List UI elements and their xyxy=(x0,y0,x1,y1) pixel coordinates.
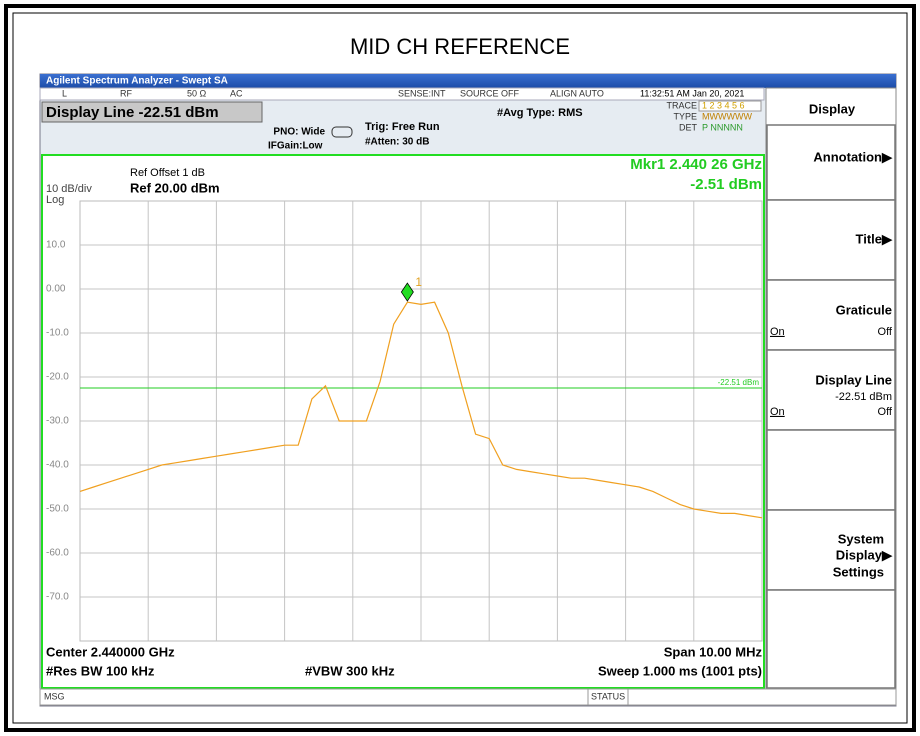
y-tick-label: -30.0 xyxy=(46,416,69,427)
trace-label: TRACE xyxy=(666,100,697,110)
status-source: SOURCE OFF xyxy=(460,88,520,98)
y-tick-label: -20.0 xyxy=(46,372,69,383)
center-freq: Center 2.440000 GHz xyxy=(46,644,175,659)
softkey-label: Graticule xyxy=(836,302,892,317)
avg-type: #Avg Type: RMS xyxy=(497,107,583,119)
window-title: Agilent Spectrum Analyzer - Swept SA xyxy=(46,76,228,87)
msg: MSG xyxy=(44,691,65,701)
ref-level: Ref 20.00 dBm xyxy=(130,180,220,195)
softkey[interactable] xyxy=(766,349,896,431)
softkey-label: Display Line xyxy=(815,372,892,387)
sweep: Sweep 1.000 ms (1001 pts) xyxy=(598,663,762,678)
softkey[interactable] xyxy=(766,509,896,591)
display-line-label: -22.51 dBm xyxy=(718,378,760,387)
scale-type: Log xyxy=(46,194,64,206)
status-mode: L xyxy=(62,88,67,98)
softkey-header: Display xyxy=(809,101,856,116)
trig: Trig: Free Run xyxy=(365,121,440,133)
softkey-option: On xyxy=(770,326,785,338)
softkey-value: -22.51 dBm xyxy=(835,391,892,403)
atten: #Atten: 30 dB xyxy=(365,137,429,148)
scale: 10 dB/div xyxy=(46,183,92,195)
type-label: TYPE xyxy=(673,111,697,121)
status: STATUS xyxy=(591,691,625,701)
active-function: Display Line -22.51 dBm xyxy=(46,104,219,121)
status-input: RF xyxy=(120,88,132,98)
status-impedance: 50 Ω xyxy=(187,88,207,98)
page-title: MID CH REFERENCE xyxy=(350,34,570,59)
pno-icon xyxy=(331,126,353,138)
y-tick-label: 10.0 xyxy=(46,240,66,251)
softkey[interactable] xyxy=(766,429,896,511)
active-function-box xyxy=(41,101,263,123)
y-tick-label: -40.0 xyxy=(46,460,69,471)
softkey-option: Off xyxy=(878,406,893,418)
vbw: #VBW 300 kHz xyxy=(305,663,395,678)
softkey[interactable] xyxy=(766,589,896,689)
softkey-option: On xyxy=(770,406,785,418)
marker-level: -2.51 dBm xyxy=(690,176,762,193)
status-align: ALIGN AUTO xyxy=(550,88,604,98)
status-coupling: AC xyxy=(230,88,243,98)
title-bar xyxy=(40,74,896,88)
ifgain: IFGain:Low xyxy=(268,141,323,152)
softkey-label: Display▶ xyxy=(836,547,893,562)
softkey-label: Annotation▶ xyxy=(813,149,893,164)
plot: 10.0 0.00 -10.0 -20.0 -30.0 -40.0 -50.0 -60.0 -7… xyxy=(46,200,763,642)
marker xyxy=(400,282,414,302)
y-tick-label: -10.0 xyxy=(46,328,69,339)
det-label: DET xyxy=(679,122,698,132)
ref-offset: Ref Offset 1 dB xyxy=(130,167,205,179)
status-datetime: 11:32:51 AM Jan 20, 2021 xyxy=(640,88,744,98)
softkey-label: Settings xyxy=(833,564,884,579)
y-tick-label: -70.0 xyxy=(46,592,69,603)
softkey-label: System xyxy=(838,531,884,546)
trace xyxy=(79,301,763,519)
y-tick-label: 0.00 xyxy=(46,284,66,295)
span: Span 10.00 MHz xyxy=(664,644,763,659)
trace-box xyxy=(698,100,762,112)
marker-label: 1 xyxy=(415,275,422,289)
pno: PNO: Wide xyxy=(273,127,325,138)
type-value: MWWWWW xyxy=(702,111,752,121)
softkey-label: Title▶ xyxy=(856,231,893,246)
y-tick-label: -60.0 xyxy=(46,548,69,559)
softkey[interactable] xyxy=(766,124,896,201)
softkey-option: Off xyxy=(878,326,893,338)
y-tick-label: -50.0 xyxy=(46,504,69,515)
status-sense: SENSE:INT xyxy=(398,88,446,98)
message-bar xyxy=(39,688,897,706)
marker-freq: Mkr1 2.440 26 GHz xyxy=(630,156,762,173)
det-value: P NNNNN xyxy=(702,122,743,132)
inner-frame xyxy=(12,12,908,724)
rbw: #Res BW 100 kHz xyxy=(46,663,155,678)
trace-nums: 1 2 3 4 5 6 xyxy=(702,100,745,110)
status-row xyxy=(39,87,765,101)
